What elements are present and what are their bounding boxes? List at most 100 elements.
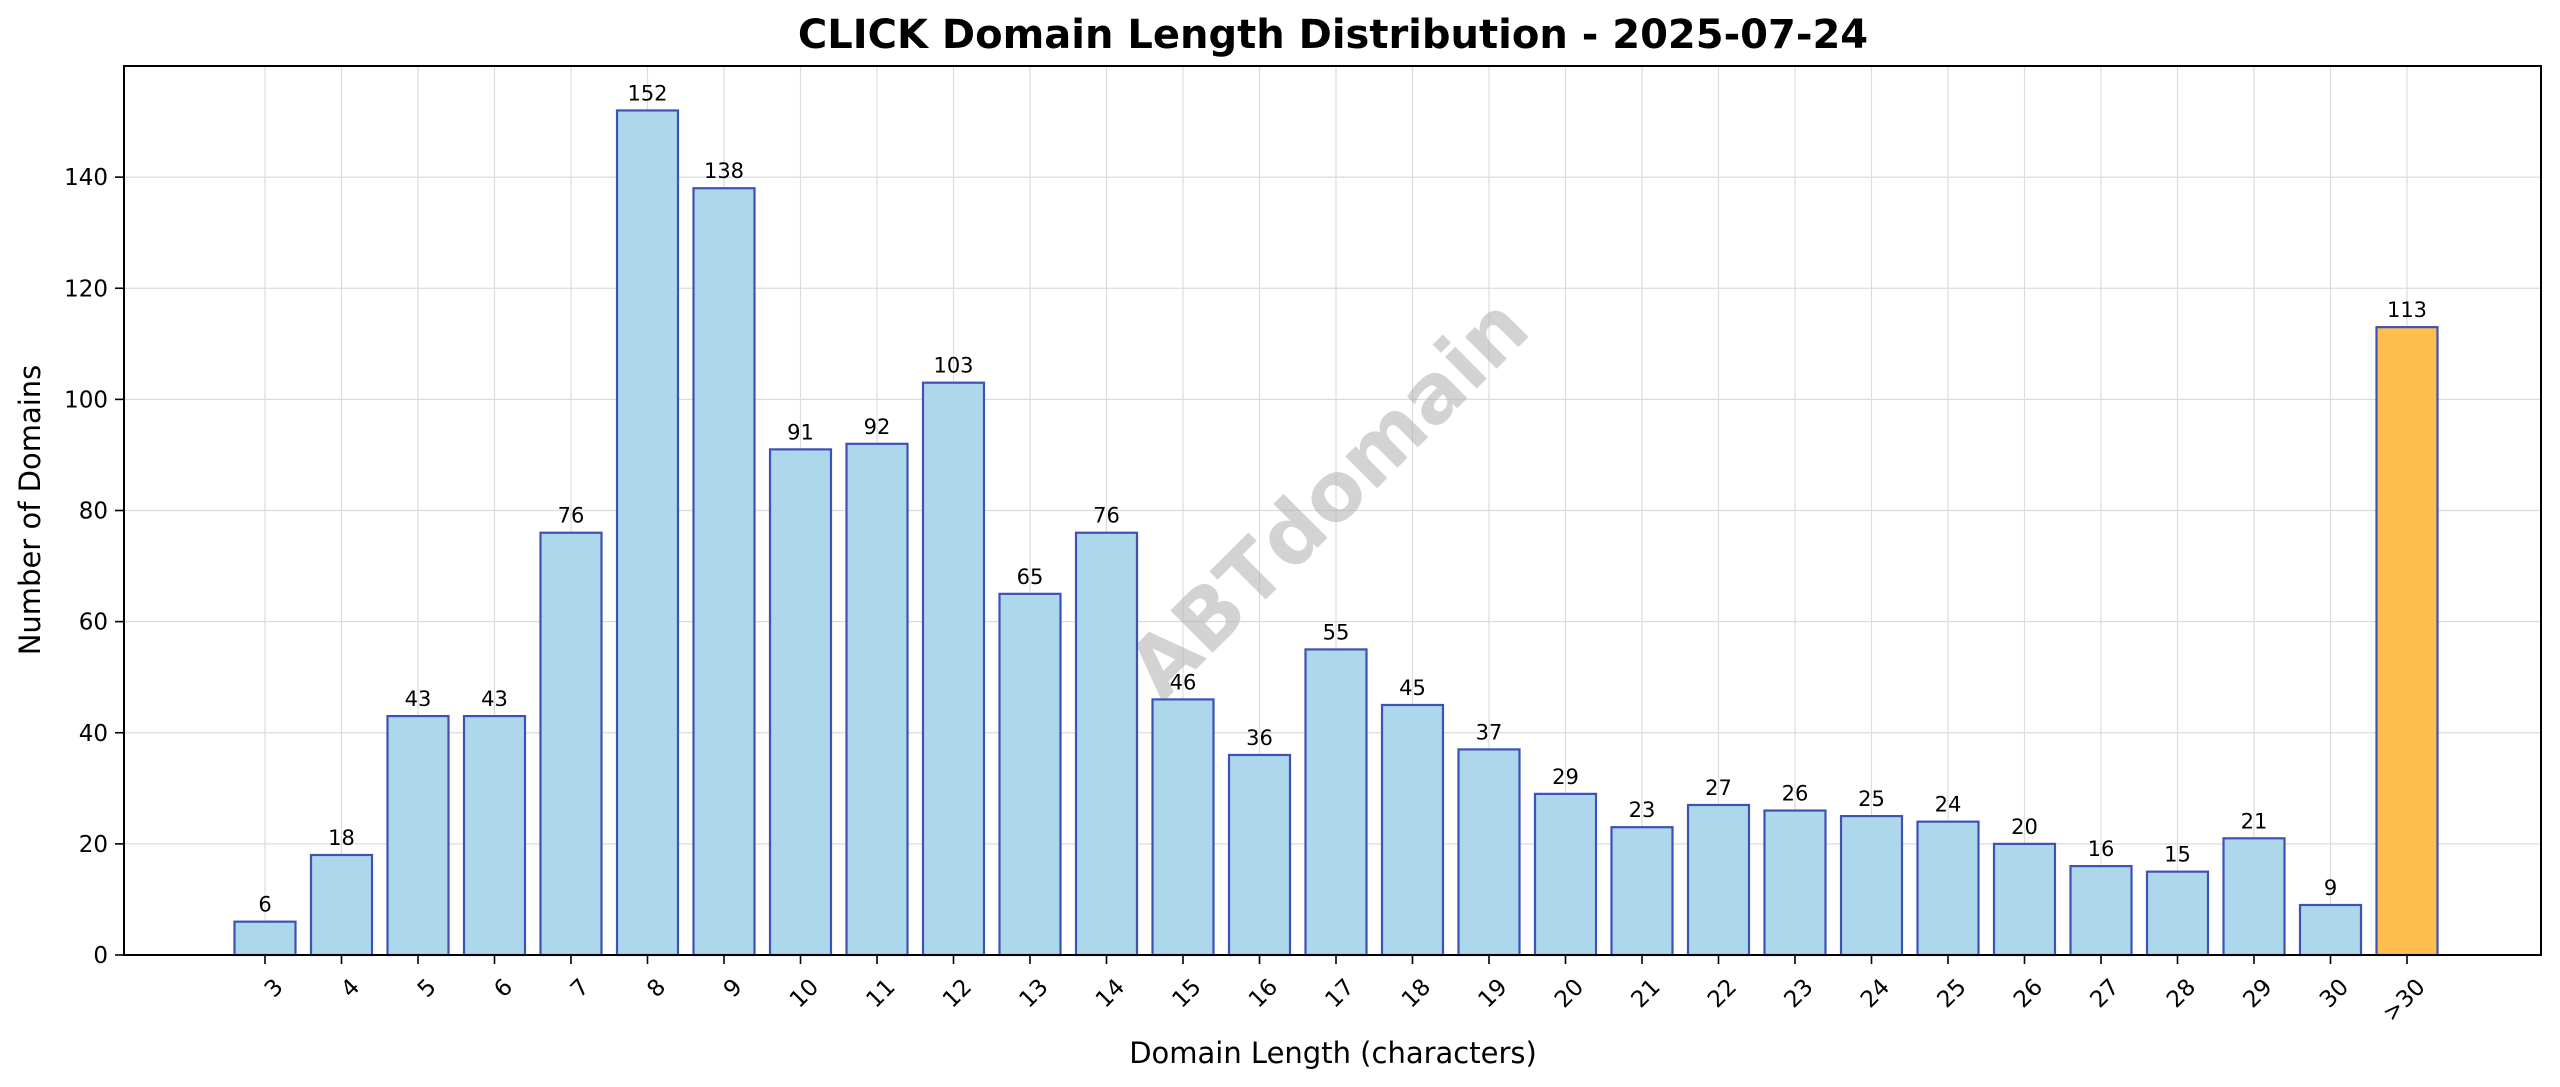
- bar-23: [1763, 809, 1827, 957]
- x-tick-label: 5: [413, 974, 442, 1003]
- bar-8: [615, 109, 680, 957]
- bar-13: [998, 592, 1062, 957]
- x-tick-label: 14: [1091, 974, 1130, 1013]
- bar-20: [1533, 792, 1598, 957]
- data-label-25: 24: [1935, 793, 1962, 817]
- data-label-13: 65: [1017, 565, 1044, 589]
- data-label-26: 20: [2011, 815, 2038, 839]
- bar-7: [539, 531, 603, 957]
- data-label-15: 46: [1170, 670, 1197, 694]
- x-tick-label: 26: [2009, 974, 2048, 1013]
- bar-27: [2069, 864, 2133, 957]
- plot-frame: [123, 65, 2542, 956]
- y-axis: 0 20 40 60 80 100 120 140: [64, 165, 124, 969]
- data-label-4: 18: [328, 826, 355, 850]
- y-tick-label: 40: [79, 721, 108, 747]
- bar-24: [1839, 814, 1904, 957]
- bar-12: [921, 381, 986, 957]
- data-label-20: 29: [1552, 765, 1579, 789]
- data-label-10: 91: [787, 420, 814, 444]
- x-tick-label: 3: [260, 974, 289, 1003]
- bar-30: [2298, 903, 2363, 957]
- bar-17: [1304, 648, 1368, 957]
- x-axis-label: Domain Length (characters): [1129, 1036, 1537, 1070]
- x-tick-label: 9: [719, 974, 748, 1003]
- bar-22: [1686, 803, 1751, 957]
- bar-10: [768, 448, 833, 957]
- x-tick-label: 29: [2238, 974, 2277, 1013]
- bar-11: [845, 442, 909, 957]
- bar-18: [1380, 703, 1445, 957]
- data-label-8: 152: [627, 81, 667, 105]
- data-label-14: 76: [1093, 504, 1120, 528]
- data-label-3: 6: [258, 893, 271, 917]
- data-label-30: 9: [2324, 876, 2337, 900]
- data-label-17: 55: [1323, 620, 1350, 644]
- data-label->30: 113: [2387, 298, 2427, 322]
- x-tick-label: 11: [861, 974, 900, 1013]
- x-tick-label: 8: [642, 974, 671, 1003]
- y-tick-label: 20: [79, 832, 108, 858]
- data-label-22: 27: [1705, 776, 1732, 800]
- data-label-29: 21: [2241, 809, 2268, 833]
- bar-26: [1992, 842, 2057, 957]
- chart-title: CLICK Domain Length Distribution - 2025-…: [798, 12, 1868, 58]
- bar-16: [1227, 753, 1292, 957]
- x-tick-label: 23: [1779, 974, 1818, 1013]
- data-label-11: 92: [864, 415, 891, 439]
- data-label-27: 16: [2088, 837, 2115, 861]
- data-label-21: 23: [1629, 798, 1656, 822]
- data-label-6: 43: [481, 687, 508, 711]
- x-tick-label: 21: [1626, 974, 1665, 1013]
- data-label-28: 15: [2164, 843, 2191, 867]
- data-label-19: 37: [1476, 720, 1503, 744]
- y-tick-label: 0: [93, 943, 108, 969]
- x-tick-label: 24: [1856, 974, 1895, 1013]
- x-tick-label: 4: [336, 974, 365, 1003]
- x-tick-label: 25: [1932, 974, 1971, 1013]
- y-axis-label: Number of Domains: [13, 365, 47, 656]
- bar-19: [1457, 748, 1521, 957]
- y-tick-label: 80: [79, 499, 108, 525]
- y-tick-label: 140: [64, 165, 108, 191]
- bar-28: [2145, 870, 2210, 957]
- data-label-24: 25: [1858, 787, 1885, 811]
- bar->30: [2375, 326, 2439, 957]
- x-tick-label: 15: [1167, 974, 1206, 1013]
- data-label-7: 76: [558, 504, 585, 528]
- x-tick-label: 6: [489, 974, 518, 1003]
- x-tick-label: 17: [1320, 974, 1359, 1013]
- bar-14: [1074, 531, 1139, 957]
- x-axis: 3 4 5 6 7 8 9 10 11 12 13 14 15 16 17 18 19 20 21 22 23 24 25 2…: [260, 955, 2431, 1027]
- x-tick-label: 7: [566, 974, 595, 1003]
- x-tick-label: 20: [1550, 974, 1589, 1013]
- x-tick-label: 27: [2085, 974, 2124, 1013]
- data-label-5: 43: [405, 687, 432, 711]
- x-tick-label: 13: [1014, 974, 1053, 1013]
- bars: [233, 109, 2439, 957]
- x-tick-label: 10: [785, 974, 824, 1013]
- x-tick-label: 18: [1397, 974, 1436, 1013]
- data-label-23: 26: [1782, 782, 1809, 806]
- x-tick-label: 12: [938, 974, 977, 1013]
- bar-25: [1916, 820, 1980, 957]
- data-label-12: 103: [933, 354, 973, 378]
- x-tick-label: >30: [2378, 974, 2431, 1027]
- y-tick-label: 60: [79, 610, 108, 636]
- data-label-16: 36: [1246, 726, 1273, 750]
- y-tick-label: 100: [64, 387, 108, 413]
- x-tick-label: 28: [2162, 974, 2201, 1013]
- data-labels: 6 18 43 43 76 152 138 91 92 103 65 76 46 36 55 45 37 29 23…: [258, 81, 2427, 916]
- x-tick-label: 19: [1473, 974, 1512, 1013]
- bar-6: [462, 714, 527, 957]
- bar-9: [692, 187, 756, 957]
- data-label-9: 138: [704, 159, 744, 183]
- x-tick-label: 22: [1703, 974, 1742, 1013]
- bar-5: [386, 714, 450, 957]
- bar-15: [1151, 698, 1215, 957]
- data-label-18: 45: [1399, 676, 1426, 700]
- bar-4: [309, 853, 374, 957]
- y-tick-label: 120: [64, 276, 108, 302]
- bar-29: [2222, 837, 2286, 957]
